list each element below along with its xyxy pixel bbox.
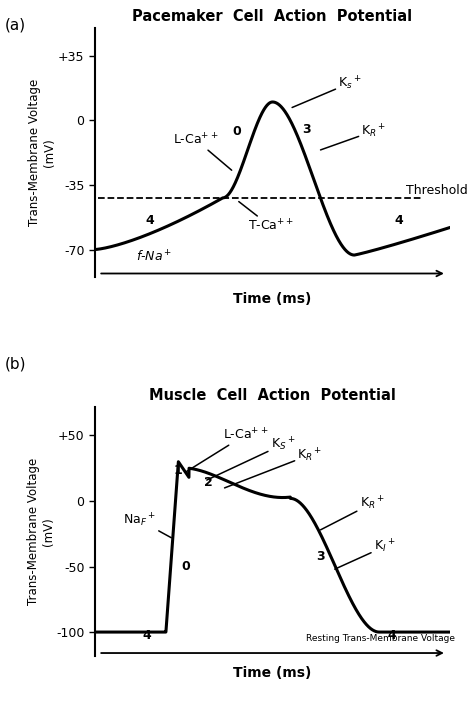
- Text: Time (ms): Time (ms): [233, 292, 312, 306]
- Text: Time (ms): Time (ms): [233, 666, 312, 680]
- Text: K$_R$$^+$: K$_R$$^+$: [320, 495, 384, 530]
- Text: 0: 0: [233, 125, 241, 138]
- Text: K$_R$$^+$: K$_R$$^+$: [320, 122, 386, 150]
- Text: 3: 3: [302, 123, 310, 136]
- Text: 4: 4: [146, 214, 154, 226]
- Text: L-Ca$^{++}$: L-Ca$^{++}$: [185, 427, 268, 472]
- Text: Threshold: Threshold: [406, 184, 468, 197]
- Text: T-Ca$^{++}$: T-Ca$^{++}$: [239, 202, 294, 234]
- Text: 0: 0: [181, 560, 190, 573]
- Text: K$_s$$^+$: K$_s$$^+$: [292, 74, 362, 107]
- Text: L-Ca$^{++}$: L-Ca$^{++}$: [173, 132, 232, 170]
- Text: (b): (b): [5, 356, 26, 371]
- Text: K$_S$$^+$: K$_S$$^+$: [207, 436, 295, 480]
- Text: 4: 4: [142, 630, 151, 642]
- Text: 2: 2: [204, 476, 213, 489]
- Text: K$_I$$^+$: K$_I$$^+$: [335, 538, 395, 569]
- Text: (a): (a): [5, 18, 26, 32]
- Title: Pacemaker  Cell  Action  Potential: Pacemaker Cell Action Potential: [133, 9, 412, 24]
- Text: 1: 1: [174, 465, 182, 477]
- Text: Resting Trans-Membrane Voltage: Resting Trans-Membrane Voltage: [306, 634, 456, 643]
- Y-axis label: Trans-Membrane Voltage
(mV): Trans-Membrane Voltage (mV): [27, 458, 55, 605]
- Text: 3: 3: [316, 550, 325, 563]
- Y-axis label: Trans-Membrane Voltage
(mV): Trans-Membrane Voltage (mV): [28, 79, 56, 226]
- Text: K$_R$$^+$: K$_R$$^+$: [225, 446, 322, 488]
- Text: $f$-Na$^+$: $f$-Na$^+$: [136, 250, 172, 265]
- Text: Na$_F$$^+$: Na$_F$$^+$: [123, 512, 171, 538]
- Text: 4: 4: [387, 630, 396, 642]
- Title: Muscle  Cell  Action  Potential: Muscle Cell Action Potential: [149, 388, 396, 403]
- Text: 4: 4: [394, 214, 403, 226]
